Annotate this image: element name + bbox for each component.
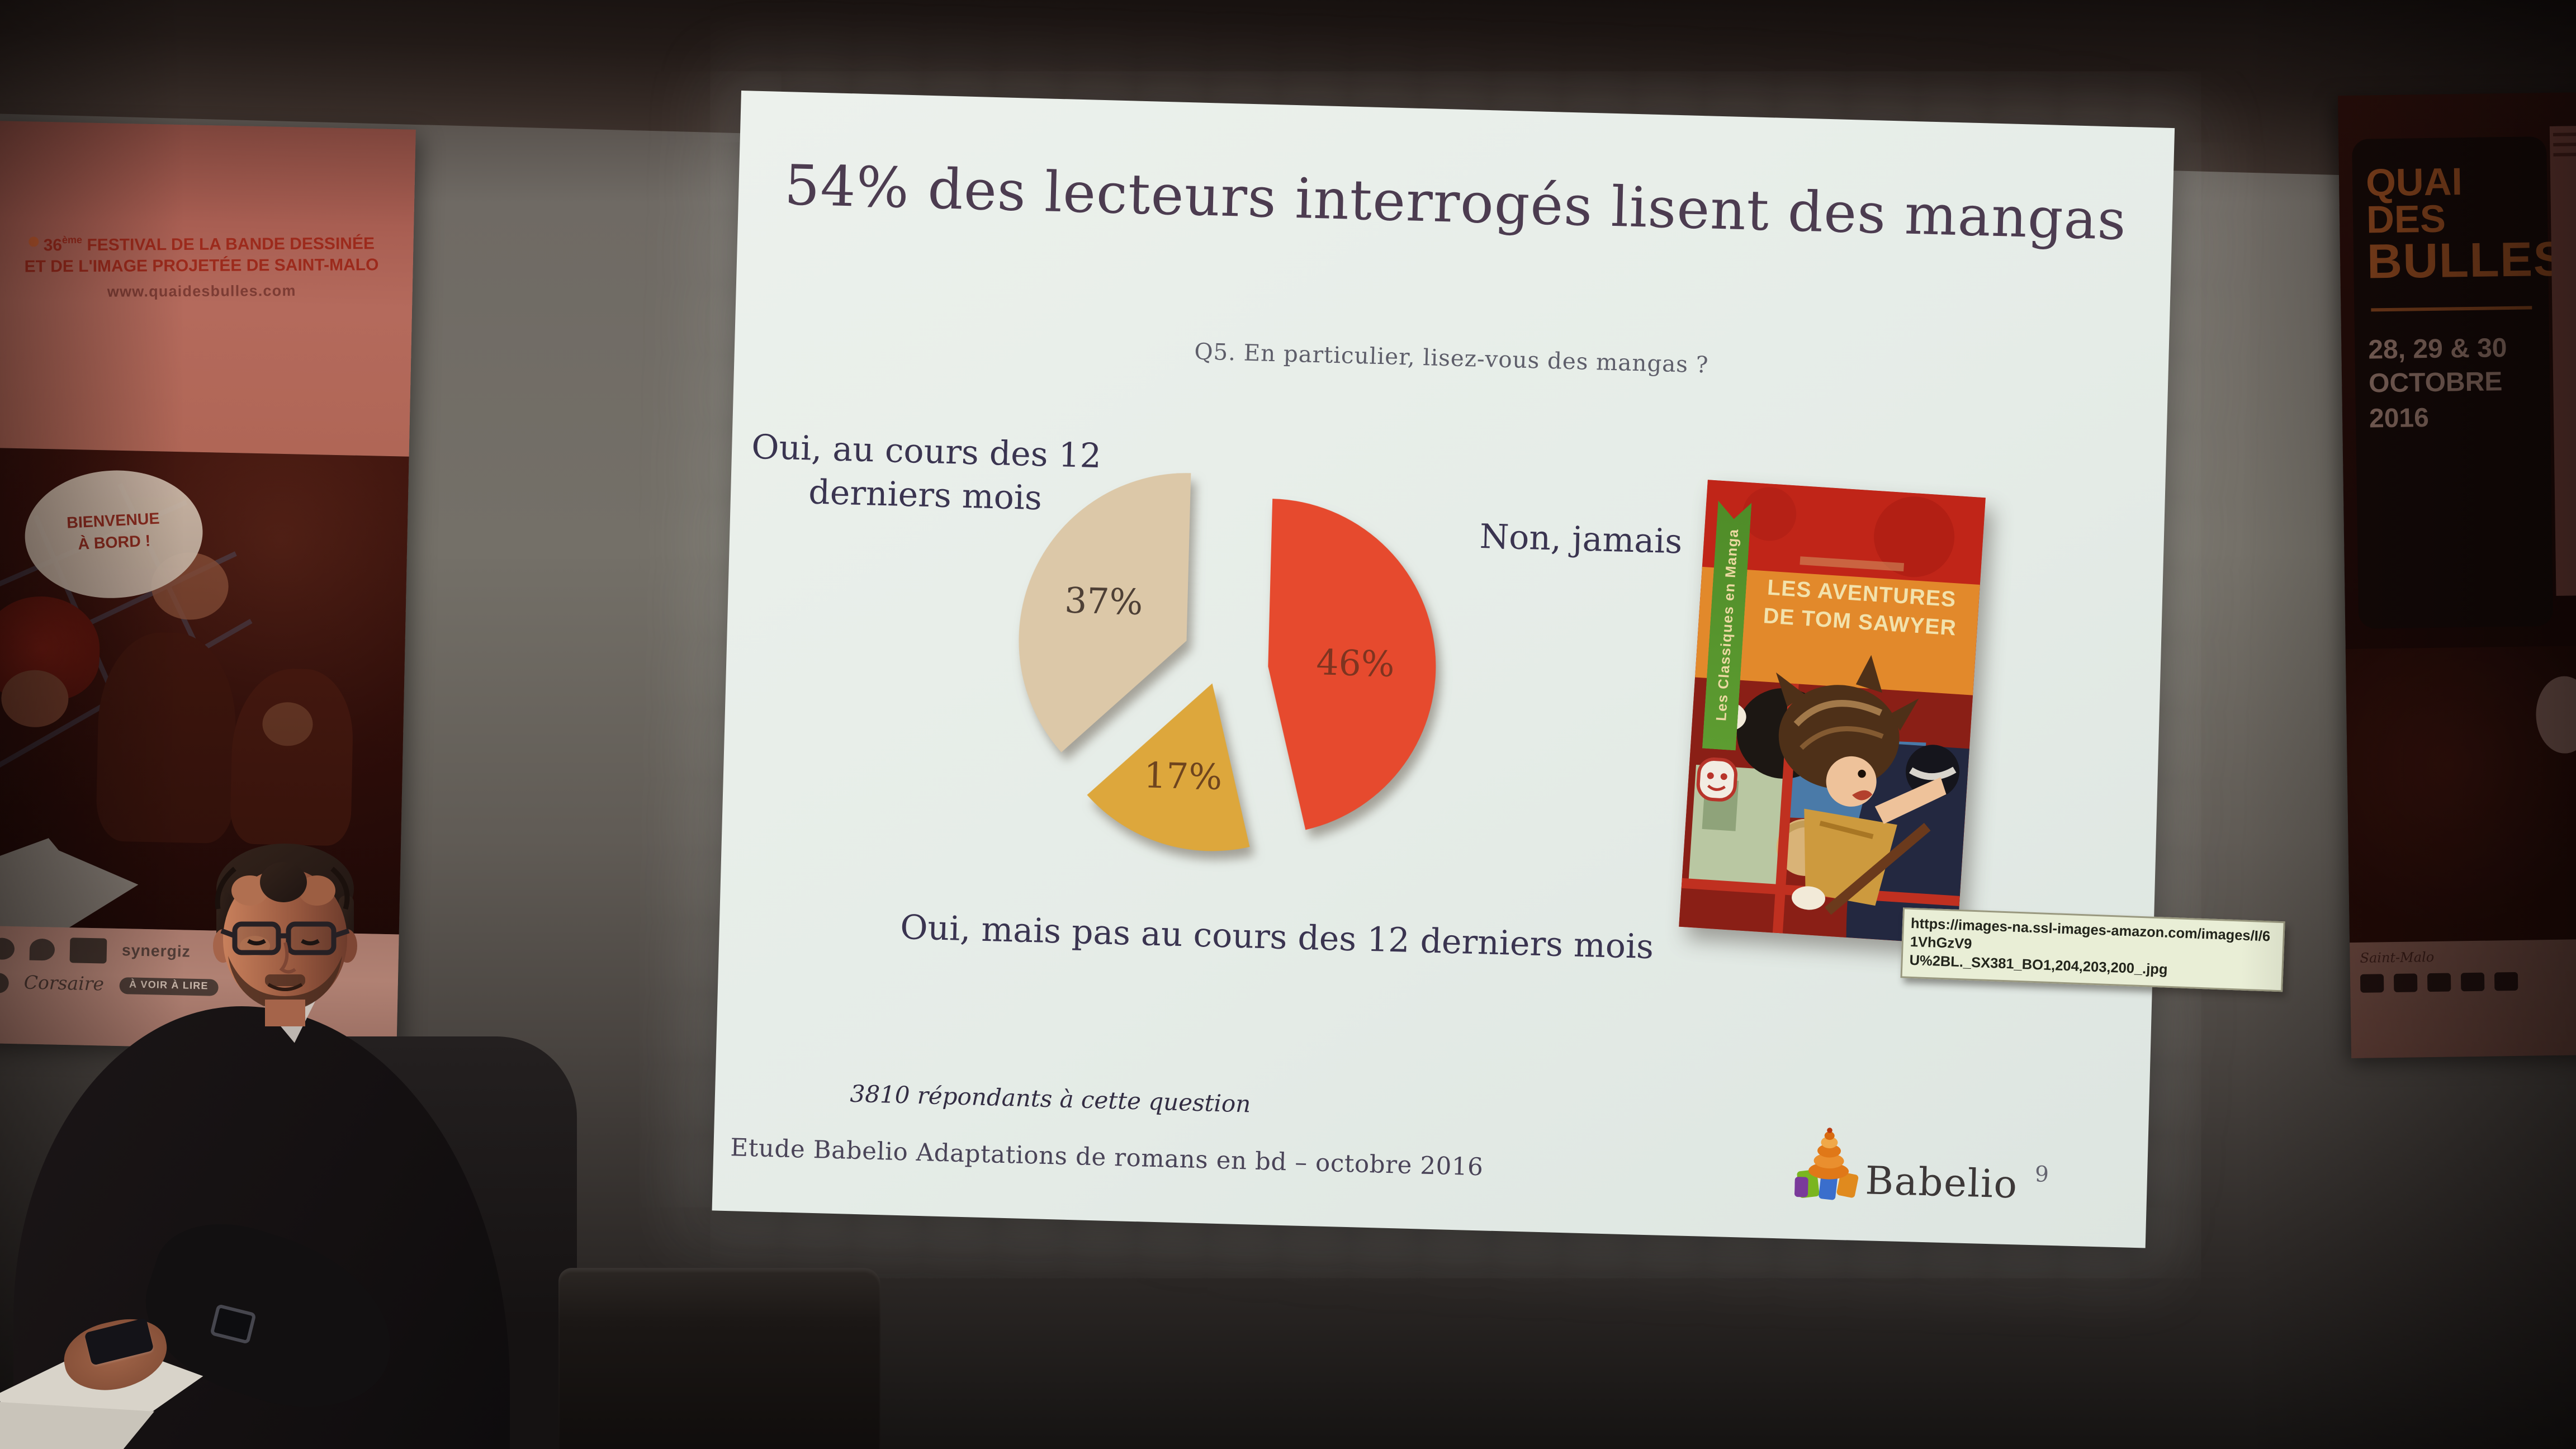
- sponsor-logo: [2494, 972, 2518, 991]
- festival-number: 36: [43, 237, 63, 256]
- tiny-text-smudge: [2553, 132, 2576, 136]
- speech-bubble: BIENVENUE À BORD !: [22, 466, 206, 603]
- mascot-icon: [1696, 757, 1737, 802]
- left-poster-heading: 36ème FESTIVAL DE LA BANDE DESSINÉE ET D…: [0, 235, 406, 304]
- pie-value-46: 46%: [1316, 642, 1395, 685]
- beard: [228, 956, 342, 1013]
- image-url-tooltip: https://images-na.ssl-images-amazon.com/…: [1900, 907, 2285, 992]
- saint-malo-caption: Saint-Malo: [2360, 949, 2435, 966]
- sponsor-logo: [2460, 972, 2485, 992]
- projection-screen: 54% des lecteurs interrogés lisent des m…: [712, 91, 2285, 1248]
- glasses: [220, 921, 350, 955]
- tom-sawyer-book-cover: LES AVENTURES DE TOM SAWYER Les Classiqu…: [1679, 480, 1986, 945]
- bubble-text-line2: À BORD !: [77, 532, 151, 555]
- study-caption: Etude Babelio Adaptations de romans en b…: [730, 1135, 1484, 1182]
- left-festival-poster: 36ème FESTIVAL DE LA BANDE DESSINÉE ET D…: [0, 121, 416, 1052]
- sponsor-logo: [2393, 973, 2418, 992]
- pie-slice-yes-not-12-months: [1087, 683, 1250, 851]
- right-poster-artwork: [2345, 645, 2576, 943]
- festival-url: www.quaidesbulles.com: [107, 282, 296, 301]
- pie-value-17: 17%: [1143, 755, 1223, 798]
- pie-slice-never: [1268, 499, 1436, 830]
- slide-title: 54% des lecteurs interrogés lisent des m…: [783, 152, 2128, 253]
- slide-question: Q5. En particulier, lisez-vous des manga…: [1194, 339, 1709, 380]
- poster-title-line1: QUAI DES: [2365, 159, 2463, 242]
- sponsor-logo: [2360, 974, 2384, 993]
- tiny-text-smudge: [2553, 143, 2576, 146]
- divider: [2371, 305, 2532, 311]
- smile: [267, 983, 303, 991]
- sponsor-row: [2360, 971, 2576, 993]
- festival-number-suffix: ème: [61, 236, 83, 247]
- sponsor-logo: [2427, 973, 2451, 992]
- book-cover-art: [1679, 480, 1986, 945]
- paper-sheet: [0, 1402, 154, 1449]
- poster-dates-line1: 28, 29 & 30: [2368, 334, 2507, 365]
- poster-dates-line2: OCTOBRE 2016: [2368, 369, 2503, 435]
- tiny-text-smudge: [2553, 153, 2576, 157]
- pirate-face: [262, 702, 314, 747]
- pirate-face: [1, 669, 69, 728]
- poster-side-text-area: [2549, 125, 2576, 596]
- festival-title-line2: ET DE L'IMAGE PROJETÉE DE SAINT-MALO: [24, 256, 379, 277]
- bubble-text-line1: BIENVENUE: [66, 510, 160, 534]
- bullet-dot-icon: [28, 237, 39, 248]
- pie-chart: 37% 46% 17%: [1019, 473, 1436, 851]
- babelio-logo: Babelio: [1794, 1126, 2019, 1208]
- presenter-head: [213, 844, 357, 1026]
- pirate-hat: [0, 595, 101, 702]
- quai-des-bulles-badge: QUAI DES BULLES 28, 29 & 30 OCTOBRE 2016: [2352, 136, 2567, 629]
- pie-label-never: Non, jamais: [1479, 515, 1683, 562]
- right-poster-sponsors: Saint-Malo: [2350, 939, 2576, 1059]
- slide-page-number: 9: [2034, 1163, 2049, 1188]
- left-poster-header: 36ème FESTIVAL DE LA BANDE DESSINÉE ET D…: [0, 121, 416, 457]
- presenter: [0, 788, 621, 1449]
- poster-title-line2: BULLES: [2366, 233, 2567, 290]
- pie-slice-yes-12-months: [1019, 473, 1191, 752]
- speaker-box: [558, 1268, 880, 1449]
- pie-label-yes-not-12-months: Oui, mais pas au cours des 12 derniers m…: [899, 906, 1654, 967]
- respondents-note: 3810 répondants à cette question: [849, 1081, 1251, 1119]
- babelio-logo-text: Babelio: [1864, 1160, 2019, 1208]
- pirate-face: [150, 552, 229, 621]
- festival-title-line1: FESTIVAL DE LA BANDE DESSINÉE: [87, 235, 375, 255]
- babelio-tower-icon: [1794, 1128, 1859, 1200]
- speech-bubble-small: [2535, 675, 2576, 754]
- pie-value-37: 37%: [1064, 580, 1143, 623]
- right-festival-poster: QUAI DES BULLES 28, 29 & 30 OCTOBRE 2016…: [2338, 92, 2576, 1059]
- left-poster-artwork: BIENVENUE À BORD !: [0, 447, 409, 935]
